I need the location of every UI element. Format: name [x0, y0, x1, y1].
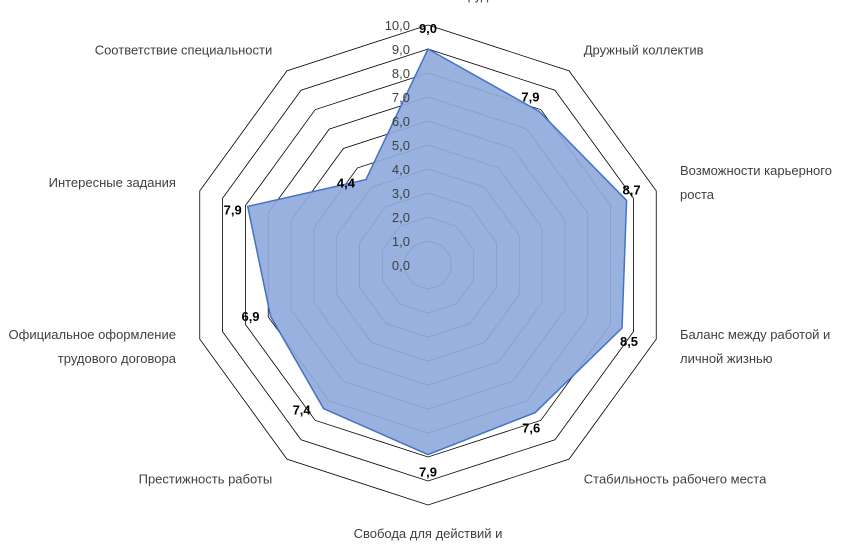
data-label-2: 8,7 [623, 182, 641, 197]
category-label-line: трудового договора [58, 351, 177, 366]
category-label-0: Высокая оплата труда [360, 0, 496, 3]
category-labels: Высокая оплата труда Дружный коллектив Воз… [9, 0, 832, 553]
tick-label-7: 7,0 [392, 90, 410, 105]
data-labels: 9,0 7,9 8,7 8,5 7,6 7,9 7,4 6,9 7,9 4,4 [224, 21, 641, 480]
category-label-line: Официальное оформление [9, 327, 176, 342]
tick-label-0: 0,0 [392, 258, 410, 273]
series-layer [246, 47, 628, 456]
data-label-4: 7,6 [522, 421, 540, 436]
category-label-3: Баланс между работой и личной жизнью [680, 327, 830, 366]
category-label-line: Свобода для действий и [354, 526, 503, 541]
category-label-5: Свобода для действий и творчества [354, 526, 503, 553]
category-label-7: Официальное оформление трудового договора [9, 327, 177, 366]
tick-label-8: 8,0 [392, 66, 410, 81]
category-label-line: Интересные задания [49, 175, 176, 190]
data-label-1: 7,9 [521, 90, 539, 105]
category-label-4: Стабильность рабочего места [584, 471, 767, 486]
category-label-line: личной жизнью [680, 351, 773, 366]
series-area [246, 47, 628, 456]
tick-label-3: 3,0 [392, 186, 410, 201]
data-label-6: 7,4 [293, 403, 312, 418]
data-label-3: 8,5 [620, 334, 638, 349]
category-label-line: Баланс между работой и [680, 327, 830, 342]
category-label-line: роста [680, 187, 715, 202]
tick-label-9: 9,0 [392, 42, 410, 57]
category-label-line: творчества [394, 550, 462, 553]
category-label-9: Соответствие специальности [95, 43, 273, 58]
category-label-line: Возможности карьерного [680, 163, 832, 178]
category-label-line: Соответствие специальности [95, 43, 273, 58]
category-label-2: Возможности карьерного роста [680, 163, 832, 202]
category-label-8: Интересные задания [49, 175, 176, 190]
tick-label-6: 6,0 [392, 114, 410, 129]
tick-labels: 0,0 1,0 2,0 3,0 4,0 5,0 6,0 7,0 8,0 9,0 10,0 [385, 18, 410, 273]
category-label-line: Стабильность рабочего места [584, 471, 767, 486]
category-label-line: Дружный коллектив [584, 43, 704, 58]
category-label-1: Дружный коллектив [584, 43, 704, 58]
gridline-9 [222, 48, 634, 482]
tick-label-4: 4,0 [392, 162, 410, 177]
tick-label-5: 5,0 [392, 138, 410, 153]
tick-label-1: 1,0 [392, 234, 410, 249]
category-label-line: Высокая оплата труда [360, 0, 496, 3]
gridline-10 [199, 24, 657, 506]
data-label-7: 6,9 [241, 309, 259, 324]
category-label-6: Престижность работы [139, 471, 273, 486]
data-label-0: 9,0 [419, 21, 437, 36]
data-label-5: 7,9 [419, 465, 437, 480]
tick-label-2: 2,0 [392, 210, 410, 225]
data-label-8: 7,9 [224, 202, 242, 217]
tick-label-10: 10,0 [385, 18, 410, 33]
category-label-line: Престижность работы [139, 471, 273, 486]
data-label-9: 4,4 [337, 176, 356, 191]
